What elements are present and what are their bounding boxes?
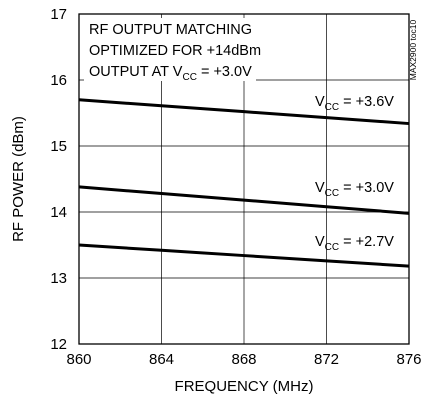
x-tick-label: 872 <box>314 351 339 368</box>
figure-code: MAX2900 toc10 <box>408 19 418 80</box>
series-label-3v0: VCC = +3.0V <box>315 180 394 199</box>
series-label-3v6: VCC = +3.6V <box>315 94 394 113</box>
annotation-background <box>84 18 256 81</box>
y-tick-label: 13 <box>50 270 67 287</box>
x-tick-label: 868 <box>231 351 256 368</box>
annotation-line-2: OPTIMIZED FOR +14dBm <box>89 43 261 59</box>
annotation-line-3: OUTPUT AT VCC = +3.0V <box>89 64 252 83</box>
x-axis-title: FREQUENCY (MHz) <box>175 378 314 395</box>
series-lines <box>78 98 410 268</box>
x-tick-label: 860 <box>66 351 91 368</box>
y-tick-label: 16 <box>50 72 67 89</box>
x-tick-label: 864 <box>149 351 174 368</box>
series-line-0 <box>78 98 410 126</box>
series-label-2v7: VCC = +2.7V <box>315 234 394 253</box>
y-tick-label: 14 <box>50 204 67 221</box>
plot-frame <box>78 13 410 345</box>
y-tick-labels: 12 13 14 15 16 17 <box>50 6 67 353</box>
y-tick-label: 12 <box>50 336 67 353</box>
x-tick-label: 876 <box>396 351 421 368</box>
series-line-2 <box>78 243 410 268</box>
y-axis-title: RF POWER (dBm) <box>10 116 27 242</box>
series-line-1 <box>78 185 410 215</box>
x-tick-labels: 860 864 868 872 876 <box>66 351 421 368</box>
y-tick-label: 17 <box>50 6 67 23</box>
annotation-line-1: RF OUTPUT MATCHING <box>89 22 252 38</box>
y-tick-label: 15 <box>50 138 67 155</box>
